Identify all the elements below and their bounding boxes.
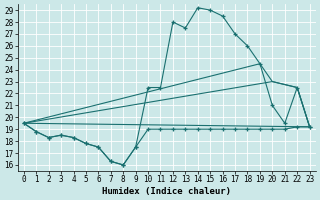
- X-axis label: Humidex (Indice chaleur): Humidex (Indice chaleur): [102, 187, 231, 196]
